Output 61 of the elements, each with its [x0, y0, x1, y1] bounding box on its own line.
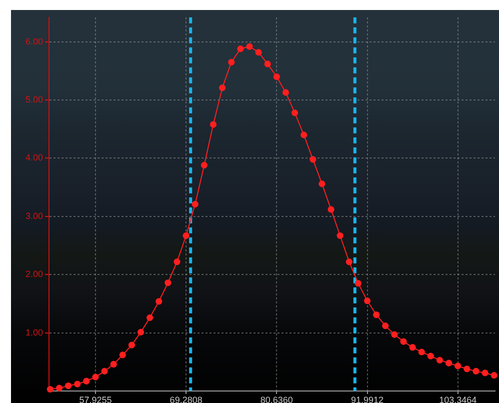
point [318, 180, 326, 188]
point [454, 362, 462, 370]
point [128, 342, 136, 348]
point [310, 156, 316, 163]
point [291, 110, 298, 116]
point [373, 311, 380, 318]
x-tick-label: 57.9255 [79, 394, 112, 403]
point [482, 370, 488, 376]
y-tick-label: 6.00 [25, 36, 43, 46]
point [364, 298, 371, 304]
point [472, 368, 480, 375]
point [336, 232, 344, 239]
point [46, 386, 54, 393]
point [137, 328, 144, 336]
point [56, 384, 63, 392]
point [200, 162, 208, 169]
y-tick-label: 1.00 [25, 327, 43, 338]
point [110, 360, 117, 368]
point [328, 206, 334, 213]
point [65, 382, 72, 390]
y-tick-label: 2.00 [25, 269, 43, 280]
point [92, 374, 99, 380]
point [146, 314, 154, 321]
point [101, 368, 108, 375]
point [382, 322, 389, 330]
point [300, 132, 308, 138]
point [400, 338, 407, 345]
point [182, 232, 190, 239]
point [464, 366, 470, 372]
y-tick-label: 5.00 [25, 94, 43, 105]
point [409, 344, 416, 351]
point [264, 60, 271, 68]
point [246, 43, 253, 50]
x-tick-label: 80.6360 [260, 394, 293, 403]
x-tick-label: 91.9912 [351, 394, 384, 403]
point [164, 279, 172, 286]
x-tick-label: 69.2808 [170, 394, 202, 403]
point [436, 356, 444, 364]
y-tick-label: 4.00 [25, 152, 43, 163]
point [237, 46, 244, 52]
point [346, 258, 352, 266]
point [255, 49, 262, 56]
point [83, 378, 90, 384]
point [273, 73, 280, 80]
point [219, 84, 226, 92]
point [228, 58, 235, 66]
point [156, 298, 162, 305]
point [192, 200, 198, 208]
point [427, 352, 434, 360]
point [490, 372, 498, 379]
point [174, 258, 180, 266]
point [418, 348, 425, 356]
y-tick-label: 3.00 [25, 210, 43, 221]
point [119, 352, 126, 358]
point [282, 89, 290, 96]
x-tick-label: 103.3464 [439, 394, 477, 403]
point [391, 331, 398, 338]
point [74, 380, 81, 388]
point [354, 280, 362, 287]
point [210, 121, 217, 128]
point [446, 360, 452, 366]
